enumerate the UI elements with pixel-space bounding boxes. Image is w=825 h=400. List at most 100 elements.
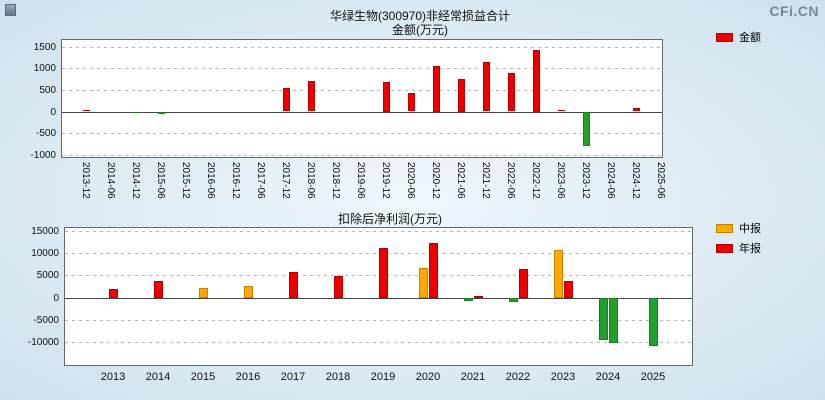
bar xyxy=(108,288,118,298)
y-tick-label: 10000 xyxy=(31,248,59,260)
x-tick-label: 2023-06 xyxy=(555,162,566,199)
x-tick-label: 2024-12 xyxy=(630,162,641,199)
bar xyxy=(557,110,565,112)
x-tick-label: 2021-12 xyxy=(480,162,491,199)
bar xyxy=(198,287,208,298)
x-tick-label: 2016 xyxy=(235,371,261,383)
x-tick-label: 2019-12 xyxy=(380,162,391,199)
x-tick-label: 2025-06 xyxy=(655,162,666,199)
h-gridline xyxy=(62,46,662,48)
bar xyxy=(473,295,483,298)
x-tick-label: 2014-06 xyxy=(105,162,116,199)
chart1-subtitle: 金额(万元) xyxy=(392,23,448,37)
x-tick-label: 2019 xyxy=(370,371,396,383)
bar xyxy=(407,92,415,112)
bar xyxy=(382,82,390,112)
bar xyxy=(632,107,640,112)
bar xyxy=(598,297,608,341)
cfi-logo: CFi.CN xyxy=(769,3,819,19)
x-tick-label: 2024 xyxy=(595,371,621,383)
bar xyxy=(333,276,343,298)
bar xyxy=(508,297,518,302)
bar xyxy=(563,281,573,298)
legend-swatch xyxy=(716,243,733,253)
x-tick-label: 2021-06 xyxy=(455,162,466,199)
x-tick-label: 2017 xyxy=(280,371,306,383)
h-gridline xyxy=(62,133,662,135)
chart2-title: 扣除后净利润(万元) xyxy=(338,212,442,226)
chart1-title: 华绿生物(300970)非经常损益合计 xyxy=(329,9,511,23)
chart1-legend: 金额 xyxy=(716,29,761,49)
y-tick-label: -5000 xyxy=(33,314,59,326)
h-gridline xyxy=(65,319,692,321)
chart1-plot-area xyxy=(61,39,663,158)
bar xyxy=(153,281,163,298)
y-tick-label: 5000 xyxy=(36,270,59,282)
bar xyxy=(82,109,90,112)
x-tick-label: 2020-12 xyxy=(430,162,441,199)
bar xyxy=(648,297,658,346)
h-gridline xyxy=(65,341,692,343)
bar xyxy=(432,66,440,112)
bar xyxy=(457,79,465,112)
x-tick-label: 2020-06 xyxy=(405,162,416,199)
legend-item: 金额 xyxy=(716,29,761,45)
x-tick-label: 2014-12 xyxy=(130,162,141,199)
y-tick-label: -1000 xyxy=(30,149,56,161)
y-tick-label: -10000 xyxy=(27,336,59,348)
h-gridline xyxy=(62,154,662,156)
legend-label: 中报 xyxy=(739,223,761,235)
bar xyxy=(243,285,253,298)
x-tick-label: 2013 xyxy=(100,371,126,383)
x-tick-label: 2017-06 xyxy=(255,162,266,199)
x-tick-label: 2023 xyxy=(550,371,576,383)
x-tick-label: 2018 xyxy=(325,371,351,383)
bar xyxy=(378,247,388,298)
x-tick-label: 2015 xyxy=(190,371,216,383)
x-tick-label: 2016-12 xyxy=(230,162,241,199)
bar xyxy=(132,111,140,113)
corner-icon xyxy=(5,4,16,16)
bar xyxy=(507,73,515,112)
bar xyxy=(582,111,590,147)
y-tick-label: 0 xyxy=(50,106,56,118)
x-tick-label: 2016-06 xyxy=(205,162,216,199)
zero-axis-line xyxy=(62,111,662,113)
legend-label: 年报 xyxy=(739,243,761,255)
x-tick-label: 2021 xyxy=(460,371,486,383)
x-tick-label: 2020 xyxy=(415,371,441,383)
h-gridline xyxy=(65,231,692,233)
x-tick-label: 2024-06 xyxy=(605,162,616,199)
chart2-legend: 中报 年报 xyxy=(716,220,761,260)
x-tick-label: 2022-06 xyxy=(505,162,516,199)
chart2-plot-area xyxy=(64,227,693,366)
legend-swatch xyxy=(716,223,733,233)
bar xyxy=(463,297,473,301)
x-tick-label: 2017-12 xyxy=(280,162,291,199)
x-tick-label: 2025 xyxy=(640,371,666,383)
x-tick-label: 2015-12 xyxy=(180,162,191,199)
x-tick-label: 2023-12 xyxy=(580,162,591,199)
bar xyxy=(157,111,165,114)
bar xyxy=(532,49,540,112)
x-tick-label: 2022 xyxy=(505,371,531,383)
y-tick-label: 15000 xyxy=(31,226,59,238)
legend-swatch xyxy=(716,32,733,42)
y-tick-label: 0 xyxy=(53,292,59,304)
y-tick-label: 500 xyxy=(39,84,56,96)
legend-item: 年报 xyxy=(716,240,761,256)
x-tick-label: 2022-12 xyxy=(530,162,541,199)
h-gridline xyxy=(62,89,662,91)
h-gridline xyxy=(62,68,662,70)
x-tick-label: 2018-06 xyxy=(305,162,316,199)
x-tick-label: 2013-12 xyxy=(80,162,91,199)
bar xyxy=(288,272,298,298)
y-tick-label: 1500 xyxy=(33,41,56,53)
bar xyxy=(518,269,528,298)
y-tick-label: 1000 xyxy=(33,63,56,75)
x-tick-label: 2018-12 xyxy=(330,162,341,199)
bar xyxy=(282,87,290,112)
bar xyxy=(553,249,563,298)
zero-axis-line xyxy=(65,297,692,299)
